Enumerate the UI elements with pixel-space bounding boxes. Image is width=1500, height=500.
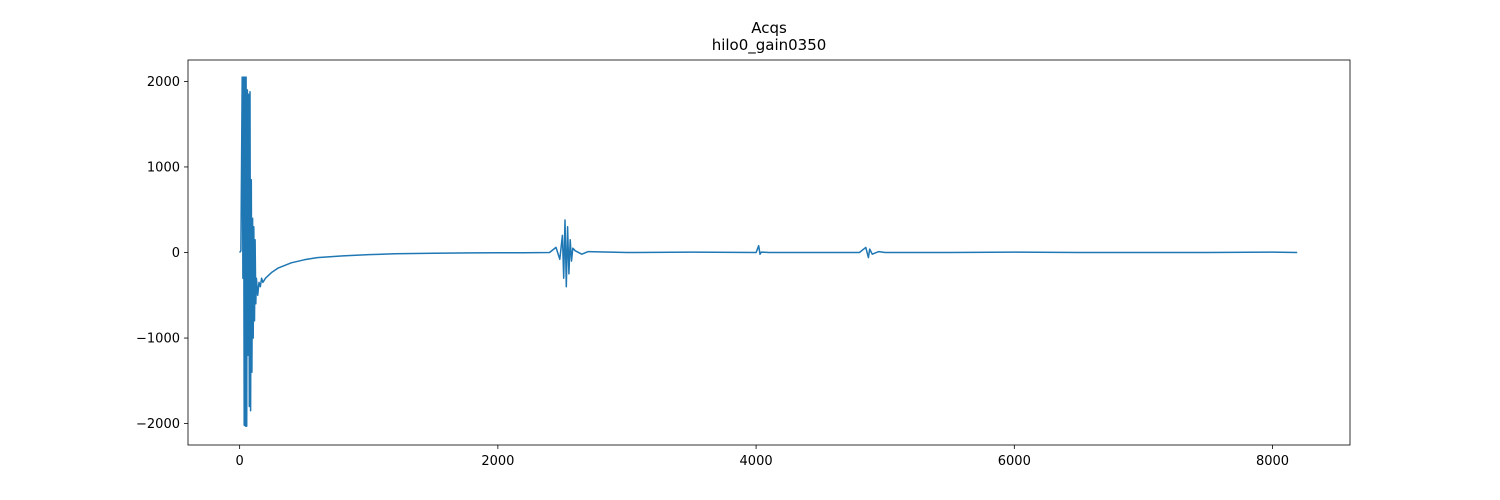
x-tick-label: 8000: [1256, 454, 1289, 469]
y-tick-label: −2000: [136, 417, 180, 432]
x-tick-label: 2000: [481, 454, 514, 469]
y-tick-label: 0: [172, 246, 180, 261]
y-tick-label: 1000: [147, 160, 180, 175]
plot-area: [239, 76, 1298, 427]
x-tick-label: 4000: [740, 454, 773, 469]
x-tick-label: 0: [236, 454, 244, 469]
y-tick-label: 2000: [147, 75, 180, 90]
series-line-0: [239, 76, 1298, 427]
axes: 0 2000 4000 6000 8000 −2000 −1000 0 1000 2000: [136, 59, 1351, 469]
chart-subtitle: hilo0_gain0350: [712, 36, 827, 55]
chart-title: Acqs: [751, 19, 787, 37]
y-tick-label: −1000: [136, 332, 180, 347]
x-tick-label: 6000: [998, 454, 1031, 469]
